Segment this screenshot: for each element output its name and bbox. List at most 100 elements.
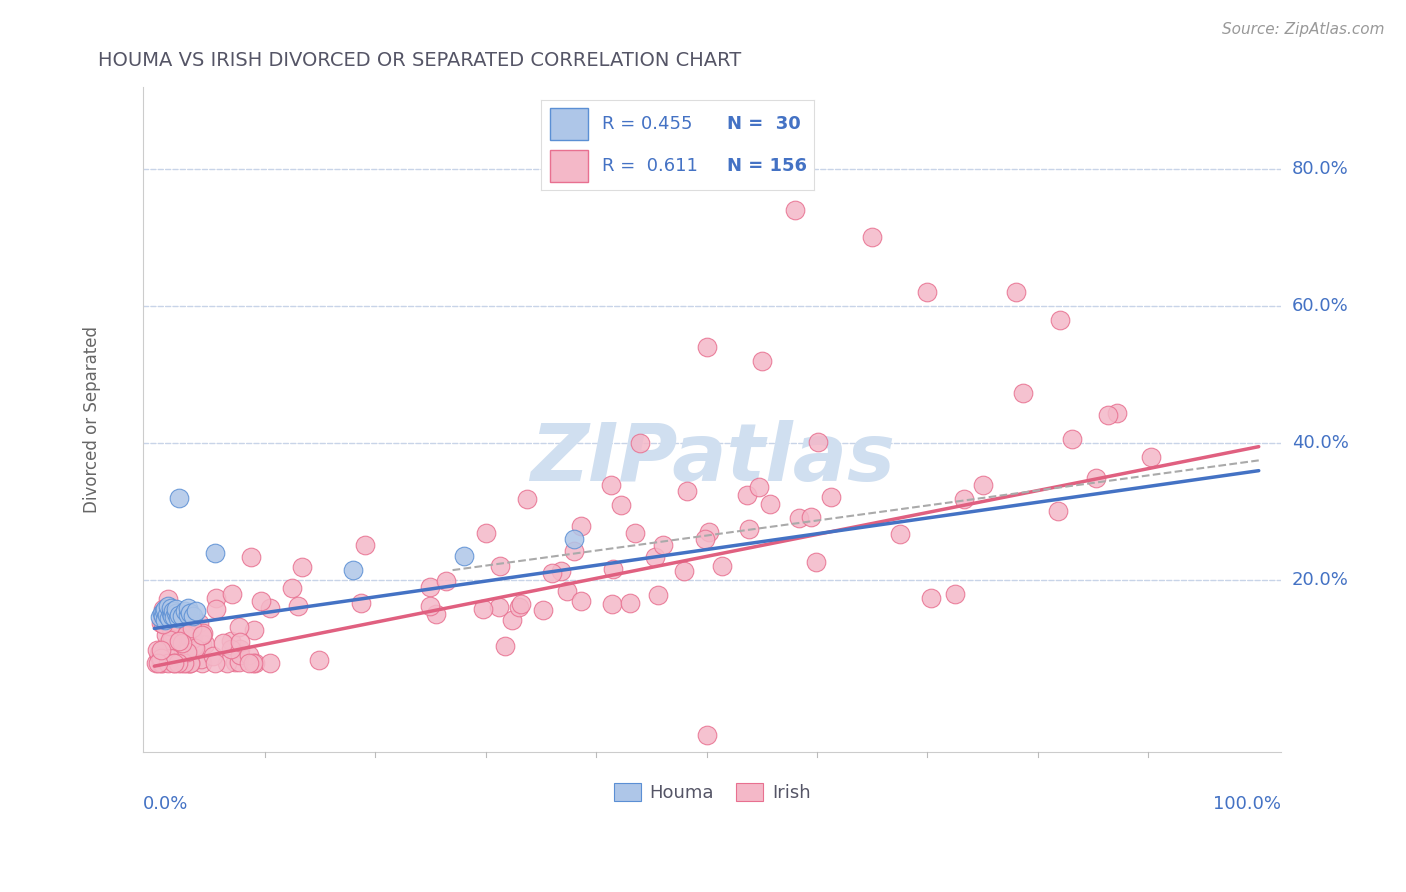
Point	[160, 609, 183, 624]
Point	[177, 651, 200, 665]
Point	[177, 656, 200, 670]
Point	[1062, 432, 1084, 446]
Point	[159, 643, 181, 657]
Text: Divorced or Separated: Divorced or Separated	[83, 326, 101, 513]
Point	[149, 650, 172, 665]
Point	[217, 656, 239, 670]
Point	[174, 639, 197, 653]
Point	[759, 497, 782, 511]
Text: 60.0%: 60.0%	[1292, 297, 1348, 315]
Point	[489, 558, 512, 573]
Point	[179, 656, 201, 670]
Point	[735, 488, 758, 502]
Point	[472, 602, 495, 616]
Point	[191, 626, 214, 640]
Point	[1049, 312, 1071, 326]
Point	[644, 549, 666, 564]
Point	[693, 532, 716, 546]
Point	[204, 656, 226, 670]
Point	[167, 607, 190, 622]
Point	[806, 555, 828, 569]
Point	[308, 653, 330, 667]
Point	[800, 510, 823, 524]
Point	[169, 656, 191, 670]
Text: 100.0%: 100.0%	[1213, 795, 1281, 814]
Point	[172, 637, 194, 651]
Text: 20.0%: 20.0%	[1292, 572, 1348, 590]
Point	[239, 550, 262, 565]
Point	[191, 637, 214, 651]
Point	[628, 436, 651, 450]
Point	[166, 607, 188, 621]
Point	[219, 634, 242, 648]
Point	[146, 642, 169, 657]
Point	[599, 478, 621, 492]
Point	[148, 648, 170, 663]
Point	[180, 632, 202, 646]
Point	[651, 538, 673, 552]
Point	[783, 202, 806, 217]
Point	[676, 483, 699, 498]
Point	[569, 594, 592, 608]
Point	[145, 656, 167, 670]
Point	[181, 624, 204, 638]
Point	[172, 643, 194, 657]
Point	[243, 623, 266, 637]
Point	[191, 628, 214, 642]
Point	[194, 637, 217, 651]
Point	[152, 602, 174, 616]
Point	[190, 651, 212, 665]
Point	[152, 656, 174, 670]
Point	[453, 549, 475, 564]
Point	[610, 498, 633, 512]
Point	[173, 656, 195, 670]
Point	[945, 587, 967, 601]
Point	[177, 610, 200, 624]
Point	[281, 581, 304, 595]
Point	[508, 599, 530, 614]
Point	[562, 533, 585, 547]
Point	[156, 656, 179, 670]
Point	[748, 480, 770, 494]
Point	[419, 599, 441, 613]
Point	[228, 620, 250, 634]
Point	[972, 478, 994, 492]
Point	[1004, 285, 1026, 300]
Point	[602, 562, 624, 576]
Point	[156, 599, 179, 614]
Point	[353, 538, 375, 552]
Point	[152, 616, 174, 631]
Point	[150, 607, 173, 621]
Point	[495, 639, 517, 653]
Point	[187, 615, 209, 630]
Point	[159, 650, 181, 665]
Point	[181, 609, 204, 624]
Point	[211, 635, 233, 649]
Point	[1085, 471, 1108, 485]
Point	[155, 628, 177, 642]
Point	[350, 596, 373, 610]
Point	[204, 602, 226, 616]
Point	[917, 285, 939, 300]
Point	[149, 642, 172, 657]
Point	[952, 491, 974, 506]
Point	[162, 604, 184, 618]
Point	[159, 619, 181, 633]
Point	[170, 636, 193, 650]
Point	[751, 354, 773, 368]
Text: 40.0%: 40.0%	[1292, 434, 1348, 452]
Point	[167, 634, 190, 648]
Point	[153, 604, 176, 618]
Point	[516, 492, 538, 507]
Text: ZIPatlas: ZIPatlas	[530, 420, 894, 498]
Point	[170, 609, 193, 624]
Point	[624, 526, 647, 541]
Point	[160, 632, 183, 647]
Point	[1140, 450, 1163, 464]
Point	[342, 563, 364, 577]
Text: 80.0%: 80.0%	[1292, 160, 1348, 178]
Point	[807, 434, 830, 449]
Point	[1046, 504, 1069, 518]
Point	[186, 604, 208, 618]
Point	[229, 641, 252, 656]
